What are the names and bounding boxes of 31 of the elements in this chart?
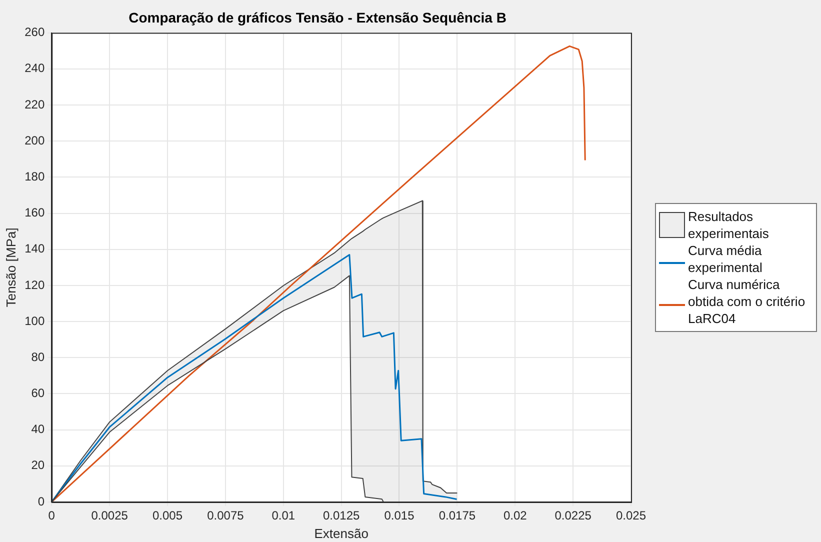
chart-title: Comparação de gráficos Tensão - Extensão Sequência B — [128, 9, 506, 26]
x-tick-label: 0.0225 — [554, 508, 592, 523]
x-tick-label: 0.01 — [272, 508, 296, 523]
x-tick-label: 0.025 — [616, 508, 646, 523]
y-tick-label: 0 — [38, 494, 45, 508]
y-tick-label: 100 — [24, 314, 45, 328]
y-tick-label: 20 — [31, 458, 45, 472]
y-tick-label: 160 — [24, 206, 45, 220]
x-tick-label: 0.0025 — [91, 508, 128, 523]
y-axis-title: Tensão [MPa] — [3, 228, 18, 308]
y-tick-label: 120 — [24, 278, 45, 292]
x-tick-label: 0.005 — [152, 508, 183, 523]
legend-label: Curva numérica obtida com o critério LaRC04 — [688, 276, 806, 327]
y-tick-label: 80 — [31, 350, 45, 364]
y-tick-label: 200 — [24, 133, 45, 148]
y-tick-label: 220 — [24, 97, 45, 112]
y-tick-label: 240 — [24, 61, 45, 76]
y-tick-label: 180 — [24, 169, 45, 184]
x-tick-label: 0.0125 — [322, 508, 360, 523]
y-tick-label: 140 — [24, 242, 45, 256]
x-axis-title: Extensão — [314, 526, 368, 541]
legend-label: Curva média experimental — [688, 242, 764, 276]
x-tick-label: 0.02 — [503, 508, 528, 523]
x-tick-label: 0.015 — [384, 508, 415, 523]
legend-label: Resultados experimentais — [688, 208, 770, 242]
x-tick-label: 0.0175 — [438, 508, 476, 523]
x-tick-label: 0.0075 — [207, 508, 244, 523]
y-tick-label: 60 — [31, 386, 45, 400]
y-tick-label: 40 — [31, 422, 45, 436]
y-tick-label: 260 — [24, 25, 45, 40]
x-tick-label: 0 — [48, 508, 56, 523]
